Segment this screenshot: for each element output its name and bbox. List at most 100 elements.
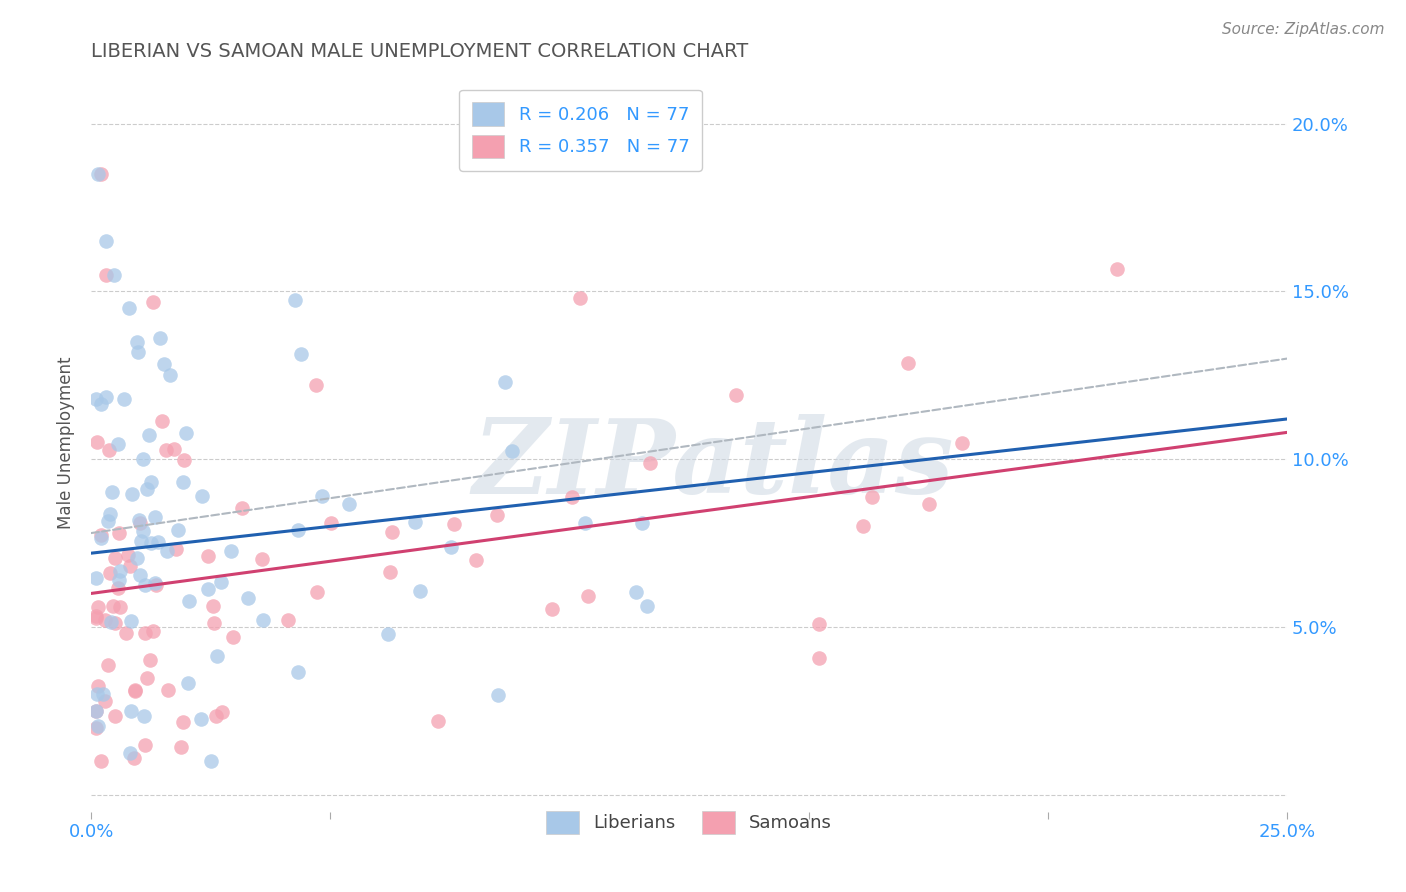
Point [191, 489, 214, 503]
Point [134, 626, 156, 640]
Point [222, 630, 245, 644]
Point [94, 613, 117, 627]
Point [87, 167, 110, 181]
Point [284, 293, 307, 307]
Point [139, 653, 162, 667]
Point [380, 524, 402, 539]
Point [142, 624, 165, 639]
Point [90, 397, 112, 411]
Point [139, 475, 162, 490]
Point [443, 516, 465, 531]
Point [128, 568, 150, 582]
Point [138, 428, 160, 442]
Point [287, 524, 309, 538]
Point [155, 442, 177, 457]
Point [409, 584, 432, 599]
Point [87, 679, 110, 693]
Point [128, 513, 150, 527]
Point [98, 507, 121, 521]
Point [163, 442, 186, 457]
Point [172, 714, 194, 729]
Point [427, 714, 450, 729]
Point [120, 746, 142, 760]
Point [277, 613, 299, 627]
Point [124, 683, 146, 698]
Point [90, 528, 112, 542]
Point [200, 754, 222, 768]
Point [149, 331, 172, 345]
Point [90, 531, 112, 545]
Point [211, 574, 233, 589]
Point [94, 390, 117, 404]
Point [574, 516, 596, 530]
Point [108, 600, 131, 615]
Point [132, 708, 155, 723]
Point [576, 589, 599, 603]
Point [221, 544, 243, 558]
Point [145, 578, 167, 592]
Point [94, 268, 117, 282]
Point [541, 602, 564, 616]
Point [166, 523, 188, 537]
Point [90, 167, 112, 181]
Point [98, 566, 121, 580]
Point [156, 544, 179, 558]
Point [98, 443, 121, 458]
Point [311, 489, 333, 503]
Point [127, 550, 149, 565]
Point [86, 435, 108, 450]
Point [120, 704, 142, 718]
Point [404, 515, 426, 529]
Point [86, 687, 108, 701]
Point [197, 549, 219, 564]
Point [104, 551, 127, 566]
Point [950, 435, 973, 450]
Point [93, 687, 115, 701]
Point [84, 611, 107, 625]
Point [860, 490, 883, 504]
Point [305, 378, 328, 392]
Point [190, 712, 212, 726]
Point [107, 582, 129, 596]
Point [110, 564, 132, 578]
Point [897, 355, 920, 369]
Point [307, 585, 329, 599]
Point [205, 649, 228, 664]
Point [114, 626, 136, 640]
Point [494, 375, 516, 389]
Point [108, 573, 131, 587]
Point [176, 426, 198, 441]
Point [485, 508, 508, 523]
Point [337, 497, 360, 511]
Point [104, 709, 127, 723]
Point [486, 688, 509, 702]
Point [84, 704, 107, 718]
Point [136, 483, 159, 497]
Point [84, 704, 107, 718]
Point [84, 571, 107, 585]
Point [211, 705, 233, 719]
Point [626, 585, 648, 599]
Point [134, 739, 156, 753]
Point [134, 578, 156, 592]
Point [86, 719, 108, 733]
Point [377, 627, 399, 641]
Point [101, 599, 124, 613]
Point [121, 487, 143, 501]
Point [132, 524, 155, 539]
Text: LIBERIAN VS SAMOAN MALE UNEMPLOYMENT CORRELATION CHART: LIBERIAN VS SAMOAN MALE UNEMPLOYMENT COR… [91, 42, 748, 61]
Point [250, 552, 273, 566]
Point [87, 600, 110, 615]
Point [465, 552, 488, 566]
Point [104, 616, 127, 631]
Point [143, 510, 166, 524]
Point [177, 594, 200, 608]
Point [118, 559, 141, 574]
Point [107, 437, 129, 451]
Point [139, 536, 162, 550]
Point [159, 368, 181, 382]
Point [84, 392, 107, 406]
Point [640, 456, 662, 470]
Point [197, 582, 219, 596]
Point [561, 490, 583, 504]
